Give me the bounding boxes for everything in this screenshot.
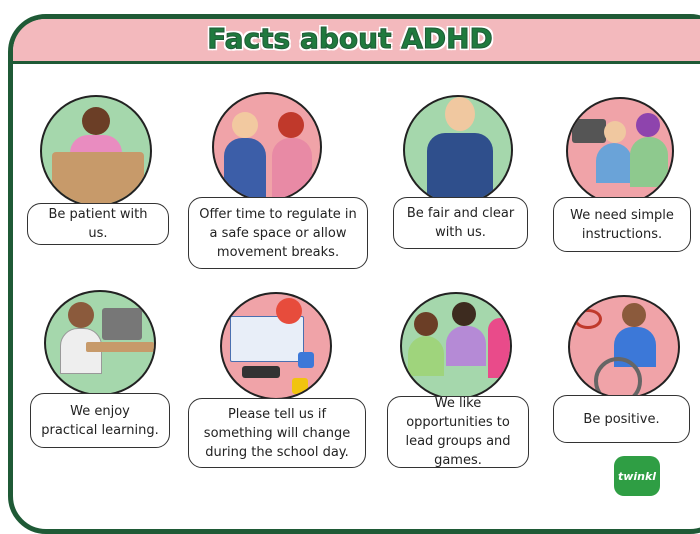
illustration [212,92,322,202]
illustration [568,295,680,399]
title: Facts about ADHD [0,22,700,55]
illustration [566,97,674,205]
fact-card: We enjoy practical learning. [30,393,170,448]
illustration [220,292,332,400]
illustration [403,95,513,205]
fact-card: Please tell us if something will change … [188,398,366,468]
page: Facts about ADHD Be patient with us. Off… [0,0,700,495]
fact-card: Be positive. [553,395,690,443]
fact-card: We need simple instructions. [553,197,691,252]
illustration [44,290,156,396]
illustration [400,292,512,400]
fact-card: We like opportunities to lead groups and… [387,396,529,468]
logo: twinkl [614,456,660,496]
fact-card: Be patient with us. [27,203,169,245]
illustration [40,95,152,207]
fact-card: Be fair and clear with us. [393,197,528,249]
fact-card: Offer time to regulate in a safe space o… [188,197,368,269]
